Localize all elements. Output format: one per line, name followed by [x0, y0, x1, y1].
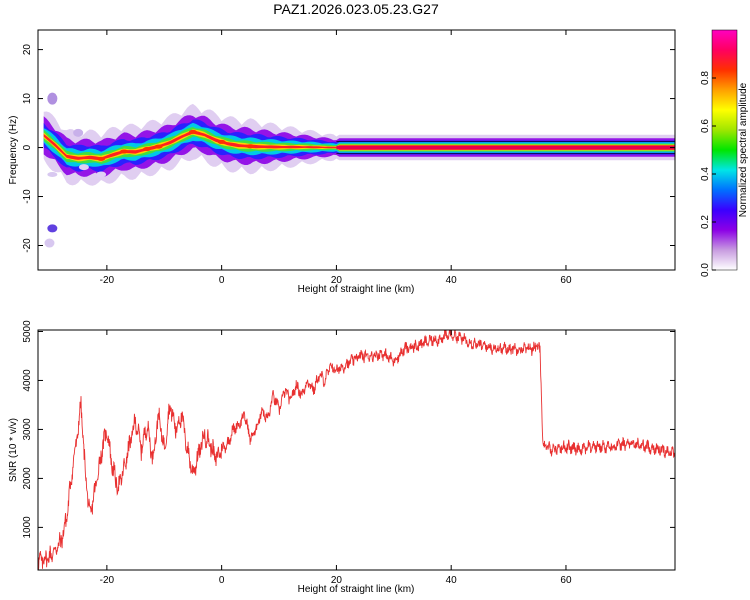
colorbar-gradient	[711, 29, 738, 271]
x-tick-label: 20	[331, 575, 343, 586]
spectral-peak	[154, 144, 163, 149]
spectral-peak	[188, 129, 197, 134]
spectral-blob	[47, 92, 58, 105]
y-tick-label: 0	[22, 144, 33, 150]
spectral-blob	[96, 171, 107, 178]
spectrogram-ticks: -20 0 20 40 60 -20 -10 0 10 20	[22, 30, 675, 286]
x-tick-label: 60	[560, 275, 572, 286]
spectrogram-panel: -20 0 20 40 60 -20 -10 0 10 20 Height of straight…	[8, 29, 676, 295]
spectral-peak	[217, 139, 226, 144]
spectral-blob	[47, 171, 58, 177]
colorbar-tick-label: 0.6	[700, 119, 711, 133]
colorbar-tick-label: 0.2	[700, 215, 711, 229]
snr-panel: -20 0 20 40 60 1000 2000 3000 4000 5000 Height of…	[8, 320, 676, 595]
y-tick-label: 5000	[22, 320, 33, 343]
spectral-blob	[78, 164, 89, 171]
y-tick-label: 3000	[22, 418, 33, 441]
snr-ticks: -20 0 20 40 60 1000 2000 3000 4000 5000	[22, 320, 675, 586]
colorbar-tick-label: 0.8	[700, 71, 711, 85]
y-tick-label: -20	[22, 238, 33, 253]
colorbar-ticks: 0.0 0.2 0.4 0.6 0.8	[700, 71, 716, 277]
x-tick-label: 20	[331, 275, 343, 286]
y-tick-label: -10	[22, 189, 33, 204]
spectrogram-frame	[37, 29, 676, 271]
snr-content	[38, 330, 675, 570]
chart-title: PAZ1.2026.023.05.23.G27	[273, 1, 439, 17]
x-tick-label: 0	[219, 275, 225, 286]
x-tick-label: 0	[219, 575, 225, 586]
spectral-blob	[44, 238, 55, 248]
spectrogram-x-axis-label: Height of straight line (km)	[298, 284, 415, 295]
spectral-peak	[97, 156, 106, 161]
colorbar: 0.0 0.2 0.4 0.6 0.8 Normalized spectral ampl…	[700, 29, 749, 277]
colorbar-tick-label: 0.4	[700, 167, 711, 181]
colorbar-tick-label: 0.0	[700, 263, 711, 277]
colorbar-label: Normalized spectral amplitude	[738, 82, 749, 217]
y-tick-label: 20	[22, 44, 33, 56]
spectral-peak	[143, 147, 152, 152]
spectral-blob	[47, 224, 58, 233]
y-tick-label: 4000	[22, 369, 33, 392]
spectral-band	[43, 130, 675, 161]
y-tick-label: 1000	[22, 516, 33, 539]
spectral-peak	[120, 149, 129, 154]
x-tick-label: -20	[100, 575, 115, 586]
spectral-peak-band	[336, 145, 675, 150]
snr-series-line	[38, 330, 675, 570]
spectrogram-y-axis-label: Frequency (Hz)	[8, 116, 19, 185]
y-tick-label: 10	[22, 93, 33, 105]
snr-x-axis-label: Height of straight line (km)	[298, 584, 415, 595]
x-tick-label: -20	[100, 275, 115, 286]
spectral-peak	[246, 144, 255, 149]
spectrogram-content	[43, 92, 675, 248]
snr-frame	[37, 329, 676, 571]
x-tick-label: 40	[446, 575, 458, 586]
snr-y-axis-label: SNR (10 * v/v)	[8, 418, 19, 482]
x-tick-label: 40	[446, 275, 458, 286]
x-tick-label: 60	[560, 575, 572, 586]
y-tick-label: 2000	[22, 467, 33, 490]
spectral-blob	[73, 128, 84, 137]
